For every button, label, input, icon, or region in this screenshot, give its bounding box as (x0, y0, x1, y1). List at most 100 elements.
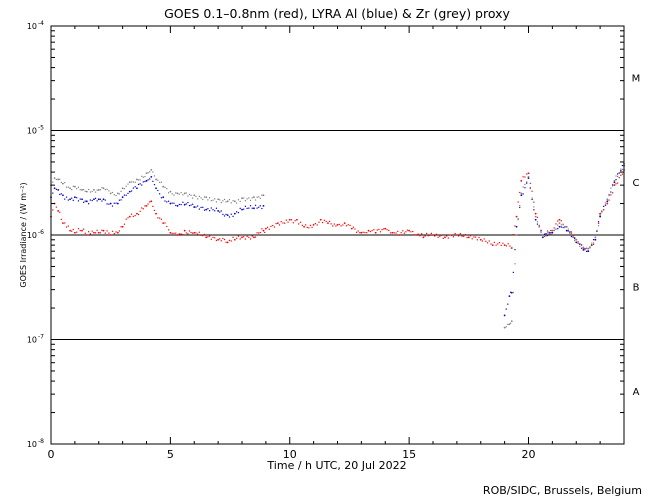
trace-dot (421, 233, 423, 235)
trace-dot (388, 229, 390, 232)
trace-dot (603, 209, 605, 211)
trace-dot (132, 181, 134, 183)
trace-dot (608, 194, 610, 196)
trace-dot (601, 211, 603, 213)
trace-dot (192, 197, 194, 199)
data-point (408, 229, 411, 232)
data-point (116, 192, 119, 195)
data-point (520, 179, 523, 182)
data-point (85, 190, 88, 193)
trace-dot (621, 164, 624, 167)
trace-dot (132, 187, 134, 189)
trace-dot (452, 236, 455, 238)
trace-dot (618, 171, 620, 174)
trace-dot (356, 231, 358, 233)
data-point (169, 231, 172, 234)
data-point (102, 187, 105, 190)
trace-dot (512, 271, 514, 274)
trace-dot (371, 230, 373, 232)
trace-dot (118, 230, 121, 232)
trace-dot (225, 201, 227, 203)
data-point (558, 222, 561, 224)
trace-dot (597, 225, 600, 227)
trace-dot (531, 198, 533, 201)
series-goes-0-1-0-8nm (50, 168, 625, 253)
trace-dot (89, 191, 91, 193)
trace-dot (424, 235, 426, 237)
trace-dot (439, 235, 441, 237)
trace-dot (259, 197, 261, 199)
trace-dot (557, 228, 559, 230)
trace-dot (160, 181, 163, 183)
trace-dot (386, 229, 388, 231)
data-point (288, 218, 291, 221)
trace-dot (232, 236, 234, 238)
data-point (606, 198, 609, 201)
trace-dot (589, 246, 591, 248)
trace-dot (412, 230, 414, 233)
trace-dot (620, 168, 622, 170)
trace-dot (127, 192, 129, 194)
trace-dot (519, 206, 521, 209)
trace-dot (244, 205, 247, 207)
data-point (136, 178, 138, 181)
trace-dot (282, 222, 284, 224)
trace-dot (509, 245, 511, 247)
data-point (57, 189, 60, 191)
trace-dot (488, 240, 490, 242)
trace-dot (314, 222, 317, 225)
trace-dot (237, 235, 240, 237)
trace-dot (192, 232, 194, 234)
trace-dot (500, 244, 502, 246)
trace-dot (403, 232, 405, 234)
trace-dot (553, 229, 555, 232)
trace-dot (591, 242, 593, 244)
data-point (587, 247, 590, 250)
trace-dot (67, 199, 69, 201)
trace-dot (137, 213, 140, 216)
trace-dot (84, 232, 86, 234)
trace-dot (144, 175, 146, 178)
trace-dot (52, 192, 54, 194)
trace-dot (248, 207, 250, 209)
data-point (606, 200, 609, 203)
data-point (169, 202, 172, 205)
trace-dot (77, 200, 80, 202)
trace-dot (88, 203, 90, 205)
data-point (81, 189, 83, 191)
trace-dot (84, 190, 86, 192)
trace-dot (175, 192, 177, 194)
trace-dot (159, 181, 161, 183)
trace-dot (285, 219, 287, 221)
trace-dot (220, 240, 222, 242)
data-point (264, 227, 267, 230)
trace-dot (524, 183, 526, 186)
trace-dot (83, 188, 85, 191)
trace-dot (618, 177, 620, 179)
trace-dot (258, 196, 260, 198)
trace-dot (94, 191, 97, 193)
trace-dot (159, 193, 161, 195)
trace-dot (287, 221, 289, 223)
trace-dot (208, 197, 211, 199)
trace-dot (577, 241, 579, 243)
trace-dot (298, 223, 300, 225)
trace-dot (175, 204, 177, 207)
data-point (145, 204, 148, 207)
trace-dot (617, 182, 619, 184)
trace-dot (597, 222, 600, 224)
trace-dot (178, 193, 180, 195)
trace-dot (321, 221, 324, 224)
data-point (253, 207, 255, 210)
data-point (121, 187, 124, 190)
trace-dot (259, 231, 261, 234)
data-point (551, 229, 554, 232)
trace-dot (306, 226, 308, 229)
trace-dot (153, 175, 156, 177)
data-point (541, 234, 544, 236)
trace-dot (230, 202, 232, 204)
trace-dot (273, 226, 276, 228)
trace-dot (220, 210, 222, 212)
data-point (432, 234, 434, 236)
trace-dot (473, 236, 475, 238)
